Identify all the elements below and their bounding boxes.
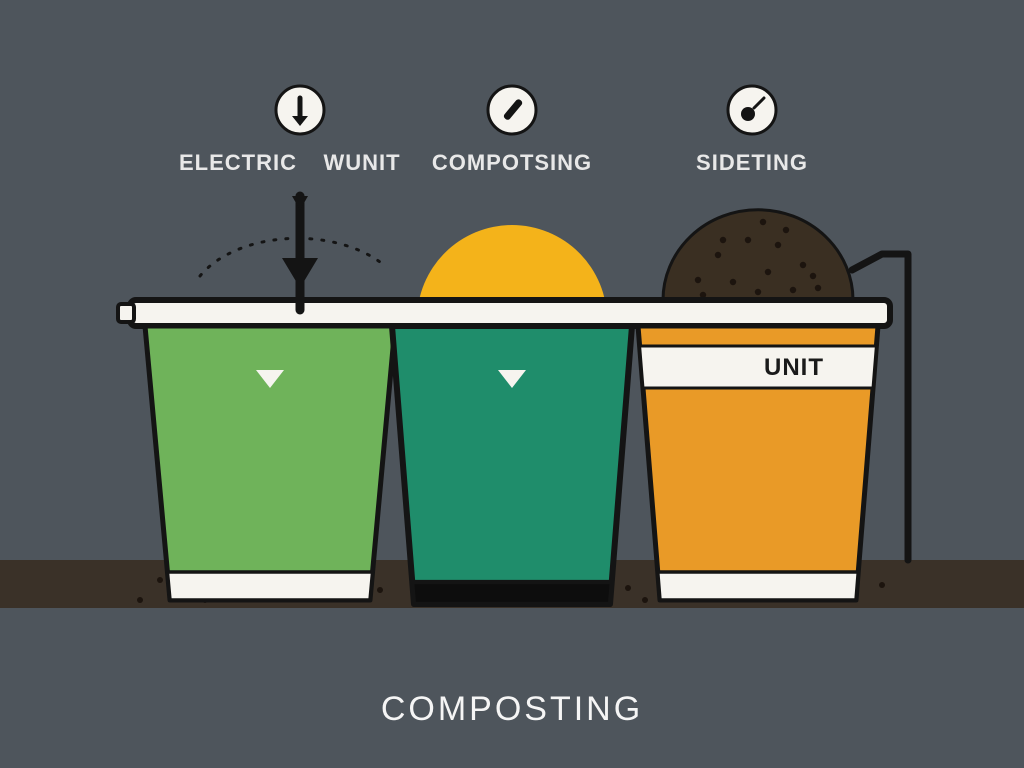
rim-tab — [118, 304, 134, 322]
composting-infographic: UNIT ELECTRIC WUNIT COMPOTSING SIDETING COMPO… — [0, 0, 1024, 768]
bin-rim — [130, 300, 890, 326]
bin-bottom-band — [658, 572, 858, 600]
mound-speck — [760, 219, 766, 225]
label-col3: SIDETING — [696, 150, 808, 175]
unit-label: UNIT — [764, 354, 824, 381]
mound-speck — [790, 287, 796, 293]
bin-3: UNIT — [638, 326, 878, 600]
mound-speck — [783, 227, 789, 233]
icon-turn — [488, 86, 536, 134]
icon-drop — [728, 86, 776, 134]
mound-speck — [730, 279, 736, 285]
soil-speck — [642, 597, 648, 603]
soil-speck — [625, 585, 631, 591]
ground-shadow — [0, 608, 1024, 768]
bin-1 — [145, 326, 395, 600]
mound-speck — [720, 237, 726, 243]
bin-2 — [392, 326, 632, 604]
mound-speck — [745, 237, 751, 243]
label-col1a: ELECTRIC — [179, 150, 297, 175]
mound-speck — [755, 289, 761, 295]
mound-speck — [695, 277, 701, 283]
label-col1b: WUNIT — [323, 150, 400, 175]
bin-body — [392, 326, 632, 604]
bin-label-band — [640, 346, 877, 388]
soil-speck — [377, 587, 383, 593]
label-col2: COMPOTSING — [432, 150, 592, 175]
soil-speck — [157, 577, 163, 583]
bin-bottom-band — [167, 572, 372, 600]
soil-speck — [137, 597, 143, 603]
mound-speck — [800, 262, 806, 268]
footer-title: COMPOSTING — [381, 690, 643, 728]
mound-speck — [810, 273, 816, 279]
mound-speck — [815, 285, 821, 291]
bin-body — [145, 326, 395, 600]
mound-speck — [765, 269, 771, 275]
icon-down-arrow — [276, 86, 324, 134]
mound-speck — [775, 242, 781, 248]
soil-speck — [879, 582, 885, 588]
bin-bottom-band — [412, 582, 611, 604]
mound-speck — [715, 252, 721, 258]
